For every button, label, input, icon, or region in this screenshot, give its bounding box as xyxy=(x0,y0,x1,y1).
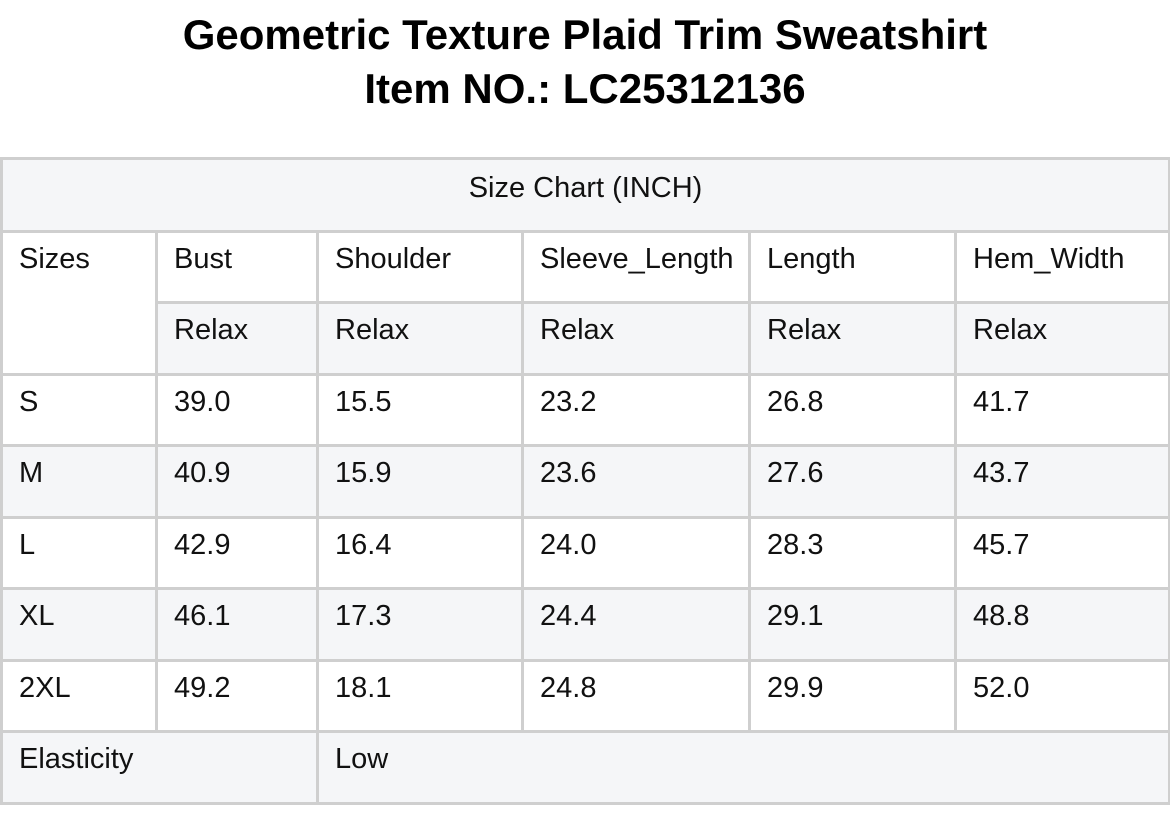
table-row: M 40.9 15.9 23.6 27.6 43.7 xyxy=(0,444,1170,519)
header-row: Sizes Bust Shoulder Sleeve_Length Length… xyxy=(0,230,1170,376)
column-header: Length xyxy=(748,230,957,304)
fit-label: Relax xyxy=(316,301,524,376)
table-cell: 29.9 xyxy=(748,659,957,733)
table-cell: 29.1 xyxy=(748,587,957,662)
table-cell: 43.7 xyxy=(953,444,1170,519)
table-cell: 27.6 xyxy=(748,444,957,519)
size-label: L xyxy=(0,516,158,590)
fit-label: Relax xyxy=(748,301,957,376)
table-cell: 39.0 xyxy=(155,373,319,447)
table-cell: 46.1 xyxy=(155,587,319,662)
title-block: Geometric Texture Plaid Trim Sweatshirt … xyxy=(0,8,1170,116)
table-cell: 49.2 xyxy=(155,659,319,733)
table-cell: 45.7 xyxy=(953,516,1170,590)
table-row: S 39.0 15.5 23.2 26.8 41.7 xyxy=(0,373,1170,447)
table-cell: 15.5 xyxy=(316,373,524,447)
column-header: Bust xyxy=(155,230,319,304)
table-cell: 24.4 xyxy=(521,587,751,662)
size-label: M xyxy=(0,444,158,519)
fit-label: Relax xyxy=(521,301,751,376)
table-cell: 18.1 xyxy=(316,659,524,733)
table-cell: 24.8 xyxy=(521,659,751,733)
elasticity-label: Elasticity xyxy=(0,730,319,805)
table-cell: 16.4 xyxy=(316,516,524,590)
table-cell: 52.0 xyxy=(953,659,1170,733)
table-cell: 40.9 xyxy=(155,444,319,519)
size-label: 2XL xyxy=(0,659,158,733)
fit-label: Relax xyxy=(155,301,319,376)
table-cell: 15.9 xyxy=(316,444,524,519)
size-label: XL xyxy=(0,587,158,662)
column-header: Hem_Width xyxy=(953,230,1170,304)
table-cell: 24.0 xyxy=(521,516,751,590)
table-row: XL 46.1 17.3 24.4 29.1 48.8 xyxy=(0,587,1170,662)
table-row: 2XL 49.2 18.1 24.8 29.9 52.0 xyxy=(0,659,1170,733)
fit-label: Relax xyxy=(953,301,1170,376)
table-cell: 48.8 xyxy=(953,587,1170,662)
table-cell: 28.3 xyxy=(748,516,957,590)
table-cell: 23.6 xyxy=(521,444,751,519)
column-header: Shoulder xyxy=(316,230,524,304)
table-cell: 26.8 xyxy=(748,373,957,447)
size-label: S xyxy=(0,373,158,447)
product-title: Geometric Texture Plaid Trim Sweatshirt xyxy=(182,11,988,58)
item-number: Item NO.: LC25312136 xyxy=(364,65,806,112)
size-chart-table: Size Chart (INCH) Sizes Bust Shoulder Sl… xyxy=(0,157,1170,805)
table-row: L 42.9 16.4 24.0 28.3 45.7 xyxy=(0,516,1170,590)
column-header: Sleeve_Length xyxy=(521,230,751,304)
table-cell: 41.7 xyxy=(953,373,1170,447)
table-cell: 23.2 xyxy=(521,373,751,447)
sizes-header: Sizes xyxy=(0,230,158,376)
caption-row: Size Chart (INCH) xyxy=(0,157,1170,233)
elasticity-value: Low xyxy=(315,730,1170,805)
elasticity-row: Elasticity Low xyxy=(0,730,1170,805)
table-cell: 42.9 xyxy=(155,516,319,590)
fit-row: Relax Relax Relax Relax Relax xyxy=(2,301,1170,376)
table-caption: Size Chart (INCH) xyxy=(0,157,1170,233)
table-cell: 17.3 xyxy=(316,587,524,662)
